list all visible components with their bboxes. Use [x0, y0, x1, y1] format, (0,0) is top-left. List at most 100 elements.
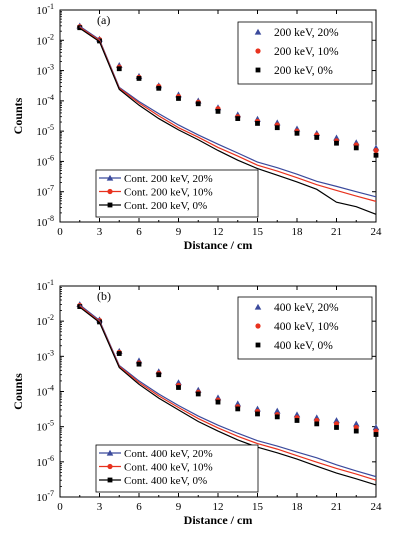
y-tick-label: 10-7 — [36, 184, 54, 199]
y-tick-exponent: -2 — [47, 32, 54, 41]
data-point — [334, 140, 339, 146]
data-point — [156, 372, 162, 378]
y-tick-exponent: -2 — [47, 313, 54, 322]
data-point — [373, 147, 379, 154]
panel-label: (b) — [97, 289, 111, 303]
legend-marker — [106, 174, 114, 181]
legend-label: Cont. 200 keV, 20% — [124, 173, 213, 185]
x-tick-label: 18 — [292, 501, 304, 513]
data-point — [116, 66, 122, 72]
y-tick-exponent: -5 — [47, 123, 54, 132]
legend-label: 400 keV, 0% — [274, 340, 333, 352]
x-tick-label: 12 — [213, 226, 224, 238]
data-point — [314, 421, 320, 427]
data-point — [314, 135, 320, 140]
data-point — [176, 385, 181, 390]
legend-marker — [255, 48, 261, 54]
legend-label: Cont. 400 keV, 0% — [124, 475, 207, 487]
data-point — [294, 130, 300, 136]
data-point — [255, 121, 260, 126]
x-axis-label: Distance / cm — [184, 238, 253, 252]
series-line — [79, 305, 377, 481]
legend-marker — [107, 477, 113, 483]
y-tick-exponent: -8 — [47, 214, 54, 223]
y-tick-label: 10-3 — [36, 63, 54, 78]
panel-a: 0 3 6 9 12 15 18 21 24 10-8 10-7 10-6 10-5 10-4 10-3 10… — [11, 2, 382, 252]
y-tick-exponent: -1 — [47, 2, 54, 11]
data-point — [274, 125, 280, 131]
data-point — [352, 420, 360, 427]
data-point — [215, 399, 221, 405]
data-point — [136, 361, 142, 367]
legend-label: 200 keV, 0% — [274, 65, 333, 77]
y-tick-label: 10-1 — [36, 278, 54, 293]
y-tick-label: 10-5 — [36, 419, 54, 434]
data-point — [176, 96, 181, 101]
legend-label: Cont. 400 keV, 20% — [124, 448, 213, 460]
y-tick-exponent: -5 — [47, 419, 54, 428]
y-tick-exponent: -6 — [47, 153, 54, 162]
y-tick-exponent: -6 — [47, 454, 54, 463]
data-point — [373, 432, 379, 437]
x-tick-label: 6 — [136, 501, 142, 513]
y-tick-label: 10-6 — [36, 454, 54, 469]
y-axis-label: Counts — [11, 373, 25, 410]
x-tick-label: 3 — [97, 501, 103, 513]
data-point — [334, 425, 339, 430]
legend-label: 400 keV, 20% — [274, 302, 339, 314]
legend-marker — [106, 449, 114, 456]
y-axis-label: Counts — [11, 97, 25, 134]
panel-label: (a) — [97, 13, 110, 27]
data-point — [116, 351, 122, 356]
y-tick-exponent: -3 — [47, 348, 54, 357]
legend-marker — [107, 188, 113, 195]
data-point — [255, 411, 260, 417]
legend-box — [95, 444, 259, 493]
legend-marker — [107, 202, 113, 208]
y-tick-label: 10-7 — [36, 489, 54, 504]
x-tick-label: 15 — [252, 226, 264, 238]
legend-label: 200 keV, 10% — [274, 46, 339, 58]
x-tick-label: 9 — [176, 226, 182, 238]
y-tick-label: 10-4 — [36, 384, 54, 399]
data-point — [333, 417, 340, 424]
x-tick-label: 21 — [331, 226, 342, 238]
data-point — [273, 407, 281, 414]
legend-marker — [255, 67, 261, 73]
y-tick-label: 10-2 — [36, 313, 54, 328]
x-tick-label: 9 — [176, 501, 182, 513]
x-tick-label: 12 — [213, 501, 224, 513]
data-point — [195, 101, 201, 107]
x-tick-label: 3 — [97, 226, 103, 238]
panel-b: 0 3 6 9 12 15 18 21 24 10-7 10-6 10-5 10-4 10-3 10-2 10… — [11, 278, 382, 527]
data-point — [372, 424, 380, 431]
legend-label: Cont. 200 keV, 0% — [124, 200, 207, 212]
x-tick-label: 15 — [252, 501, 264, 513]
y-tick-label: 10-6 — [36, 153, 54, 168]
legend-label: Cont. 200 keV, 10% — [124, 187, 213, 199]
data-point — [156, 85, 162, 91]
data-point — [235, 116, 241, 121]
y-tick-exponent: -4 — [47, 384, 54, 393]
legend-marker — [254, 303, 262, 310]
x-tick-label: 0 — [57, 226, 63, 238]
y-tick-exponent: -3 — [47, 63, 54, 72]
series-line — [79, 25, 377, 198]
series-line — [79, 26, 377, 202]
legend-marker — [254, 28, 262, 35]
legend-label: Cont. 400 keV, 10% — [124, 462, 213, 474]
x-tick-label: 21 — [331, 501, 342, 513]
data-point — [235, 406, 241, 412]
y-tick-label: 10-4 — [36, 93, 54, 108]
y-tick-exponent: -7 — [47, 489, 54, 498]
y-tick-label: 10-1 — [36, 2, 54, 17]
series-line — [79, 304, 377, 478]
y-tick-label: 10-5 — [36, 123, 54, 138]
legend-box — [95, 169, 259, 218]
data-point — [215, 108, 221, 114]
y-tick-exponent: -7 — [47, 184, 54, 193]
y-tick-label: 10-2 — [36, 32, 54, 47]
x-tick-label: 6 — [136, 226, 142, 238]
legend-marker — [255, 323, 261, 329]
x-tick-label: 24 — [371, 501, 383, 513]
